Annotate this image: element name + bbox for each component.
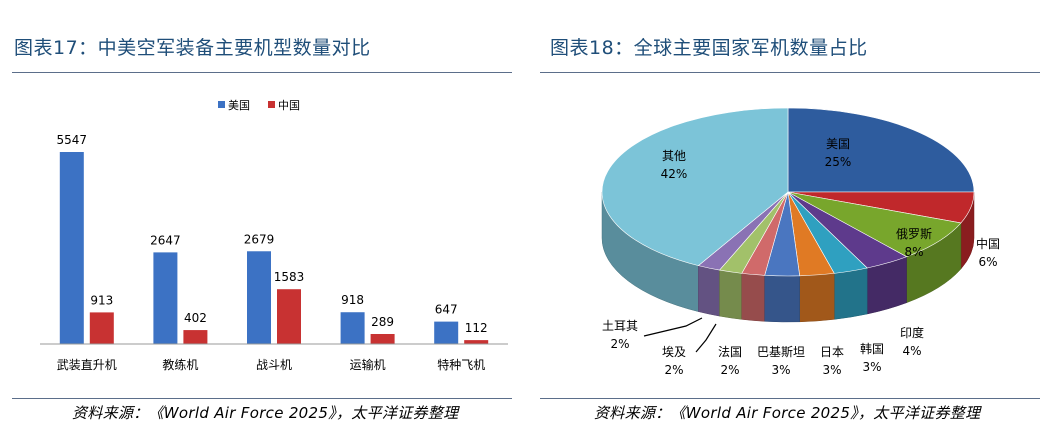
pie-slice-0 [787,107,975,193]
source-rule [12,398,512,399]
pie-label: 土耳其 [602,319,638,333]
pie-pct-label: 2% [720,363,739,377]
pie-label: 法国 [718,345,742,359]
pie-pct-label: 2% [664,363,683,377]
leader-line [695,323,717,353]
legend-label-1: 中国 [278,99,300,112]
pie-slice-2 [787,191,962,258]
pie-top [601,107,975,277]
bar-2-1 [277,289,301,344]
source-rule [540,398,1040,399]
pie-side-5 [799,273,835,323]
pie-side-walls [601,191,975,323]
bar-value-label: 913 [90,293,113,307]
bar-value-label: 112 [465,321,488,335]
pie-side-9 [698,265,720,317]
bar-0-1 [89,312,114,344]
pie-label: 其他 [662,149,686,163]
pie-label: 美国 [826,137,850,151]
bar-value-label: 289 [371,315,394,329]
pie-pct-label: 3% [862,360,881,374]
pie-chart: 美国 25% 中国 6% 俄罗斯 8% 印度 4% 韩国 3% 日本 3% 巴基斯坦 3% 法国 2% 埃及 2%… [601,107,1000,377]
pie-label: 日本 [820,345,844,359]
bar-chart-source: 资料来源：《World Air Force 2025》，太平洋证券整理 [72,404,459,422]
bar-value-label: 5547 [57,133,88,147]
bar-1-0 [153,252,178,344]
bar-value-label: 2647 [150,233,181,247]
title-rule [540,72,1040,73]
pie-slice-10 [601,107,789,266]
category-label: 教练机 [162,357,198,372]
bar-value-label: 1583 [274,270,305,284]
legend: 美国 中国 [218,99,300,112]
category-label: 武装直升机 [57,358,117,372]
pie-label: 俄罗斯 [896,227,932,241]
bar-chart-panel: 图表17：中美空军装备主要机型数量对比 美国 中国 5547 913 武装直升机 2647… [12,37,512,422]
bar-1-1 [183,330,208,344]
pie-side-6 [764,275,800,323]
legend-swatch-0 [218,101,225,108]
pie-label: 巴基斯坦 [757,345,805,359]
bar-chart-title: 图表17：中美空军装备主要机型数量对比 [14,37,371,59]
pie-side-7 [741,273,765,322]
pie-label: 中国 [976,236,1000,251]
title-rule [12,72,512,73]
pie-chart-title: 图表18：全球主要国家军机数量占比 [550,37,868,59]
pie-labels: 美国 25% 中国 6% 俄罗斯 8% 印度 4% 韩国 3% 日本 3% 巴基斯坦 3% 法国 2% 埃及 2%… [602,137,1000,377]
bar-4-0 [434,321,459,344]
pie-side-4 [834,267,868,320]
bar-chart: 美国 中国 5547 913 武装直升机 2647 402 教练机 2679 1583 战斗机 918… [40,99,508,372]
pie-chart-source: 资料来源：《World Air Force 2025》，太平洋证券整理 [594,404,981,422]
pie-side-8 [719,269,742,320]
bar-value-label: 402 [184,311,207,325]
bar-4-1 [464,340,489,344]
bar-value-label: 2679 [244,232,275,246]
legend-swatch-1 [268,101,275,108]
bar-2-0 [247,251,271,344]
category-label: 运输机 [350,357,386,372]
legend-label-0: 美国 [228,99,250,112]
pie-label: 韩国 [860,341,884,356]
pie-label: 印度 [900,325,924,340]
category-label: 战斗机 [256,358,292,372]
pie-pct-label: 6% [978,255,997,269]
bar-0-0 [59,152,84,344]
bar-value-label: 918 [341,293,364,307]
pie-pct-label: 3% [822,363,841,377]
pie-pct-label: 8% [904,245,923,259]
pie-pct-label: 3% [771,363,790,377]
category-label: 特种飞机 [437,357,485,372]
pie-label: 埃及 [662,345,686,359]
pie-pct-label: 25% [825,155,852,169]
bar-value-label: 647 [435,303,458,317]
leader-line [643,317,703,337]
bar-3-1 [370,333,395,344]
pie-chart-panel: 图表18：全球主要国家军机数量占比 美国 25% 中国 6% 俄罗斯 8% 印度 4% 韩国 3%… [536,0,1048,434]
pie-pct-label: 4% [902,344,921,358]
pie-pct-label: 42% [661,167,688,181]
pie-pct-label: 2% [610,337,629,351]
bar-3-0 [340,312,365,344]
